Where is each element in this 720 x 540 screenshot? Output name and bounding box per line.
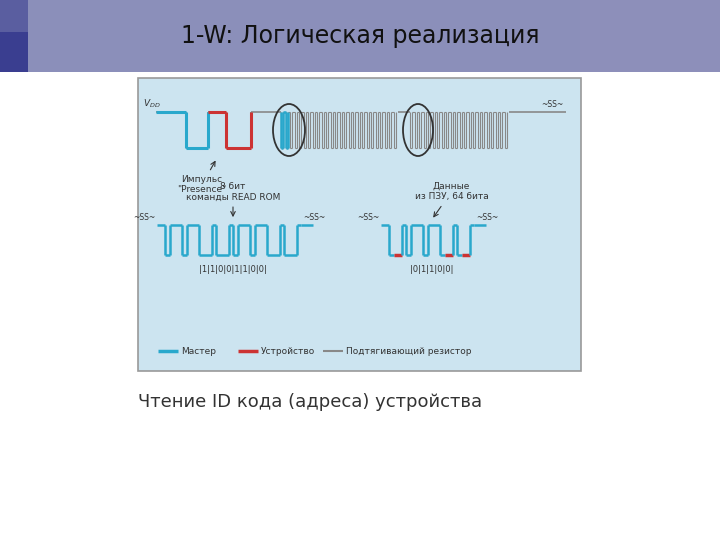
Text: 1-W: Логическая реализация: 1-W: Логическая реализация <box>181 24 539 48</box>
Text: Данные
из ПЗУ, 64 бита: Данные из ПЗУ, 64 бита <box>415 182 488 217</box>
Text: ~SS~: ~SS~ <box>132 213 155 222</box>
Bar <box>138 78 581 371</box>
Bar <box>0 32 28 72</box>
Text: Устройство: Устройство <box>261 347 315 355</box>
Text: Чтение ID кода (адреса) устройства: Чтение ID кода (адреса) устройства <box>138 393 482 411</box>
Text: ~SS~: ~SS~ <box>356 213 379 222</box>
Bar <box>0 0 720 72</box>
Text: |1|1|0|0|1|1|0|0|: |1|1|0|0|1|1|0|0| <box>199 265 267 274</box>
Text: Мастер: Мастер <box>181 347 216 355</box>
Text: Подтягивающий резистор: Подтягивающий резистор <box>346 347 472 355</box>
Bar <box>0 0 28 32</box>
Text: ~SS~: ~SS~ <box>303 213 325 222</box>
Text: |0|1|1|0|0|: |0|1|1|0|0| <box>410 265 454 274</box>
Text: ~SS~: ~SS~ <box>541 100 563 109</box>
Bar <box>580 0 720 72</box>
Text: Импульс
"Presence": Импульс "Presence" <box>177 161 227 194</box>
Text: ~SS~: ~SS~ <box>476 213 498 222</box>
Text: $V_{DD}$: $V_{DD}$ <box>143 98 161 110</box>
Text: 8 бит
команды READ ROM: 8 бит команды READ ROM <box>186 182 280 216</box>
